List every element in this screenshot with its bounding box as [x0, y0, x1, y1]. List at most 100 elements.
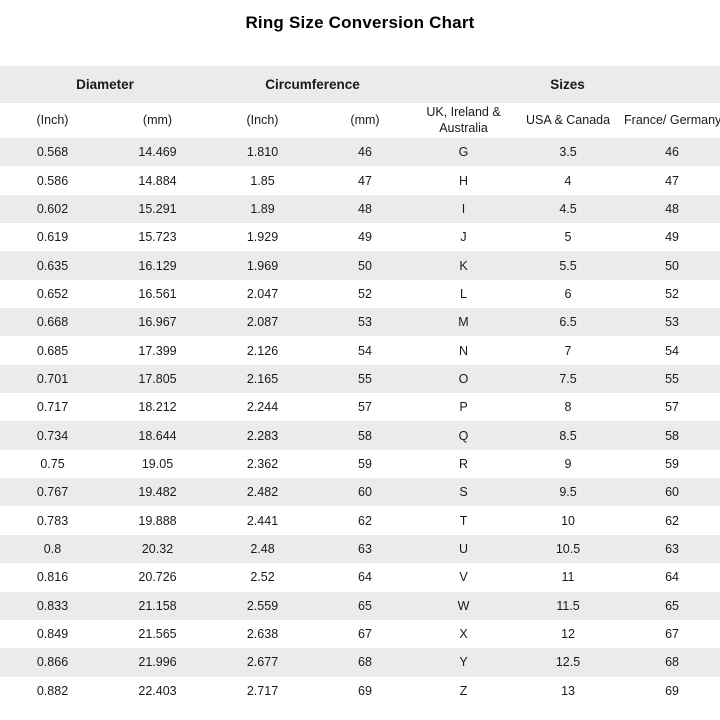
table-cell: 67 [665, 627, 679, 642]
table-cell: 21.996 [138, 655, 177, 670]
table-cell: 68 [358, 655, 372, 670]
table-cell: 2.559 [246, 598, 279, 613]
table-cell: 60 [358, 485, 372, 500]
table-cell: 46 [358, 145, 372, 160]
table-cell: 2.087 [246, 315, 279, 330]
table-cell: 49 [665, 230, 679, 245]
table-cell: M [458, 315, 469, 330]
table-cell: 67 [358, 627, 372, 642]
table-cell: 5.5 [559, 258, 577, 273]
table-cell: 1.810 [246, 145, 279, 160]
table-cell: 10 [561, 513, 575, 528]
table-cell: 46 [665, 145, 679, 160]
table-cell: 7.5 [559, 371, 577, 386]
column-header-usa-canada: USA & Canada [525, 112, 611, 127]
table-cell: 50 [665, 258, 679, 273]
table-cell: 3.5 [559, 145, 577, 160]
table-cell: 19.482 [138, 485, 177, 500]
table-cell: 14.469 [138, 145, 177, 160]
table-cell: Z [459, 683, 468, 698]
table-cell: 52 [358, 286, 372, 301]
table-row: 0.652 16.561 2.047 52 L 6 52 [0, 279, 720, 309]
table-cell: 11.5 [556, 598, 580, 613]
table-cell: 16.967 [138, 315, 177, 330]
table-cell: 54 [358, 343, 372, 358]
table-cell: 15.723 [138, 230, 177, 245]
table-cell: 16.129 [138, 258, 177, 273]
table-cell: 2.362 [246, 456, 279, 471]
table-cell: 8 [564, 400, 572, 415]
column-header-row: (Inch) (mm) (Inch) (mm) UK, Ireland & Au… [0, 103, 720, 138]
table-cell: 63 [358, 541, 372, 556]
table-cell: 4.5 [559, 201, 577, 216]
table-cell: 13 [561, 683, 575, 698]
table-cell: 19.888 [138, 513, 177, 528]
table-cell: 0.717 [36, 400, 69, 415]
group-header-sizes: Sizes [550, 77, 585, 92]
table-cell: 58 [358, 428, 372, 443]
table-cell: 57 [358, 400, 372, 415]
table-cell: 2.482 [246, 485, 279, 500]
table-cell: 0.866 [36, 655, 69, 670]
column-header-france-germany: France/ Germany [624, 112, 720, 127]
table-cell: 0.635 [36, 258, 69, 273]
table-cell: 0.602 [36, 201, 69, 216]
table-cell: J [460, 230, 467, 245]
table-cell: 18.644 [138, 428, 177, 443]
table-cell: 0.767 [36, 485, 69, 500]
table-cell: R [459, 456, 469, 471]
table-cell: K [459, 258, 468, 273]
column-header-uk-ireland-australia: UK, Ireland & Australia [426, 104, 501, 135]
table-cell: 0.619 [36, 230, 69, 245]
table-cell: O [458, 371, 469, 386]
table-cell: 47 [665, 173, 679, 188]
table-cell: 0.8 [43, 541, 62, 556]
table-cell: 2.126 [246, 343, 279, 358]
table-cell: 14.884 [138, 173, 177, 188]
table-cell: T [459, 513, 468, 528]
table-cell: 6.5 [559, 315, 577, 330]
table-cell: 0.652 [36, 286, 69, 301]
table-cell: 15.291 [138, 201, 177, 216]
table-cell: 49 [358, 230, 372, 245]
column-header-circumference-inch: (Inch) [246, 112, 279, 127]
column-header-diameter-mm: (mm) [142, 112, 173, 127]
table-cell: 0.816 [36, 570, 69, 585]
table-body: 0.568 14.469 1.810 46 G 3.5 46 0.586 14.884 1.85 4… [0, 138, 720, 705]
table-row: 0.635 16.129 1.969 50 K 5.5 50 [0, 251, 720, 280]
table-cell: 19.05 [141, 456, 174, 471]
table-cell: Q [458, 428, 469, 443]
table-cell: 17.805 [138, 371, 177, 386]
group-header-circumference: Circumference [265, 77, 360, 92]
table-cell: 65 [665, 598, 679, 613]
table-cell: 0.685 [36, 343, 69, 358]
table-cell: 69 [665, 683, 679, 698]
table-cell: 18.212 [138, 400, 177, 415]
table-cell: 8.5 [559, 428, 577, 443]
table-row: 0.882 22.403 2.717 69 Z 13 69 [0, 676, 720, 705]
table-cell: 69 [358, 683, 372, 698]
table-cell: 55 [358, 371, 372, 386]
table-cell: 48 [665, 201, 679, 216]
table-cell: 7 [564, 343, 572, 358]
table-cell: 2.047 [246, 286, 279, 301]
table-cell: 11 [561, 570, 575, 585]
table-cell: 12 [561, 627, 575, 642]
table-cell: Y [459, 655, 468, 670]
table-cell: 4 [564, 173, 572, 188]
ring-size-conversion-table: Diameter Circumference Sizes (Inch) (mm)… [0, 66, 720, 705]
table-cell: 1.85 [250, 173, 275, 188]
table-row: 0.816 20.726 2.52 64 V 11 64 [0, 563, 720, 592]
table-cell: 5 [564, 230, 572, 245]
table-cell: W [457, 598, 470, 613]
table-cell: 2.677 [246, 655, 279, 670]
table-cell: 55 [665, 371, 679, 386]
table-cell: 22.403 [138, 683, 177, 698]
table-cell: 54 [665, 343, 679, 358]
table-cell: 21.565 [138, 627, 177, 642]
table-row: 0.783 19.888 2.441 62 T 10 62 [0, 506, 720, 535]
table-cell: 64 [665, 570, 679, 585]
table-cell: 63 [665, 541, 679, 556]
table-row: 0.734 18.644 2.283 58 Q 8.5 58 [0, 421, 720, 450]
table-cell: 59 [665, 456, 679, 471]
